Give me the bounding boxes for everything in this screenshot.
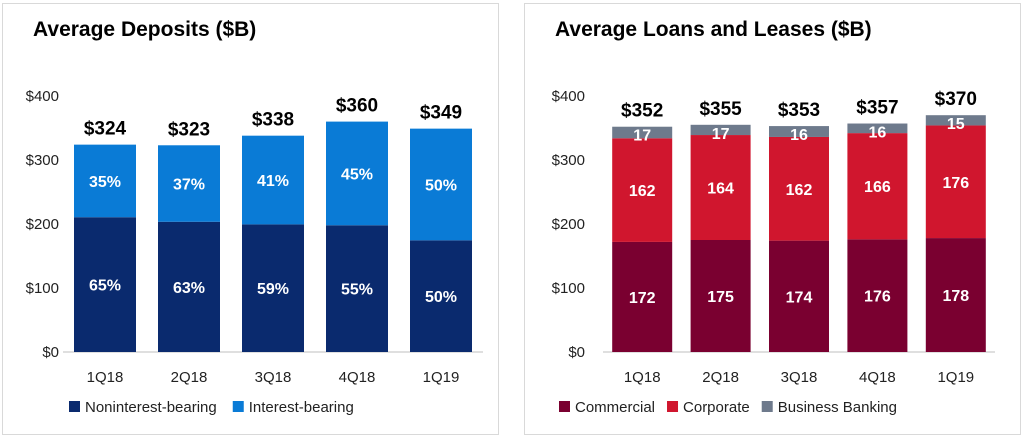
bar-segment: [769, 126, 829, 137]
data-label: 35%: [89, 174, 121, 191]
bar-segment: [410, 240, 472, 352]
y-tick-label: $200: [26, 216, 59, 233]
bar-segment: [612, 138, 673, 242]
y-tick-label: $200: [552, 216, 585, 233]
loans-chart: $0$100$200$300$40017216217$3521Q18175164…: [552, 88, 995, 416]
y-tick-label: $300: [552, 152, 585, 169]
chart-title: Average Deposits ($B): [33, 18, 257, 41]
data-label: 17: [633, 128, 651, 145]
legend-entry: Commercial: [575, 399, 655, 416]
y-tick-label: $100: [552, 280, 585, 297]
data-label: 176: [942, 175, 969, 192]
bar-segment: [769, 136, 829, 241]
data-label: 164: [707, 181, 734, 198]
x-tick-label: 2Q18: [702, 369, 739, 386]
x-tick-label: 4Q18: [339, 369, 376, 386]
data-label: 65%: [89, 278, 121, 295]
total-label: $352: [621, 101, 663, 122]
y-tick-label: $0: [568, 344, 585, 361]
total-label: $370: [935, 89, 977, 110]
total-label: $338: [252, 110, 294, 131]
data-label: 55%: [341, 282, 373, 299]
deposits-chart: $0 $100 $200 $300 $400 65% 35% $324 1Q18 63% 37% $3…: [26, 88, 483, 416]
data-label: 172: [629, 290, 656, 307]
x-tick-label: 1Q19: [937, 369, 974, 386]
total-label: $324: [84, 119, 127, 140]
legend-swatch: [232, 401, 244, 412]
legend-entry: Noninterest-bearing: [85, 399, 217, 416]
y-tick-label: $400: [552, 88, 585, 105]
data-label: 15: [947, 116, 965, 133]
x-tick-label: 1Q18: [87, 369, 124, 386]
data-label: 16: [790, 127, 808, 144]
bar-segment: [612, 126, 673, 139]
y-tick-label: $0: [42, 344, 59, 361]
data-label: 176: [864, 289, 891, 306]
bar-segment: [158, 145, 220, 222]
legend-swatch: [667, 401, 679, 412]
legend-entry: Corporate: [683, 399, 750, 416]
data-label: 162: [629, 183, 656, 200]
data-label: 59%: [257, 281, 289, 298]
total-label: $353: [778, 100, 820, 121]
data-label: 63%: [173, 280, 205, 297]
loans-chart-panel: Average Loans and Leases ($B) $0 $100 $200…: [524, 3, 1021, 435]
y-tick-label: $300: [26, 152, 59, 169]
chart-title: Average Loans and Leases ($B): [555, 18, 872, 41]
bar-segment: [612, 241, 673, 352]
y-tick-label: $100: [26, 280, 59, 297]
x-tick-label: 1Q18: [624, 369, 661, 386]
x-tick-label: 4Q18: [859, 369, 896, 386]
data-label: 175: [707, 289, 734, 306]
data-label: 16: [869, 125, 887, 142]
bar-segment: [769, 240, 829, 352]
data-label: 178: [942, 288, 969, 305]
data-label: 37%: [173, 177, 205, 194]
data-label: 50%: [425, 289, 457, 306]
bar-segment: [326, 225, 388, 352]
total-label: $357: [856, 98, 898, 119]
bar-segment: [925, 125, 986, 239]
total-label: $355: [699, 99, 742, 120]
bar-segment: [74, 217, 136, 352]
data-label: 41%: [257, 173, 289, 190]
bar-segment: [925, 238, 986, 352]
x-tick-label: 1Q19: [423, 369, 460, 386]
legend-entry: Business Banking: [778, 399, 897, 416]
total-label: $360: [336, 96, 378, 117]
deposits-chart-panel: Average Deposits ($B) $0 $100 $200 $300 $400…: [2, 3, 499, 435]
legend-entry: Interest-bearing: [249, 399, 354, 416]
data-label: 17: [712, 126, 730, 143]
data-label: 166: [864, 179, 891, 196]
bar-segment: [242, 135, 304, 225]
y-tick-label: $400: [26, 88, 59, 105]
x-tick-label: 3Q18: [255, 369, 292, 386]
data-label: 162: [786, 182, 813, 199]
bar-segment: [847, 133, 908, 240]
bar-segment: [410, 128, 472, 241]
data-label: 50%: [425, 177, 457, 194]
data-label: 174: [786, 289, 813, 306]
legend-swatch: [69, 401, 80, 412]
legend-swatch: [761, 401, 773, 412]
legend-swatch: [559, 401, 570, 412]
bar-segment: [690, 135, 751, 240]
data-label: 45%: [341, 166, 373, 183]
bar-segment: [690, 124, 751, 136]
bar-segment: [242, 224, 304, 352]
bar-segment: [74, 144, 136, 218]
bar-segment: [925, 115, 986, 126]
bar-segment: [847, 239, 908, 352]
bar-segment: [690, 240, 751, 352]
bar-segment: [847, 123, 908, 134]
bar-segment: [326, 121, 388, 226]
total-label: $323: [168, 119, 210, 140]
total-label: $349: [420, 103, 462, 124]
x-tick-label: 2Q18: [171, 369, 208, 386]
x-tick-label: 3Q18: [781, 369, 818, 386]
bar-segment: [158, 221, 220, 352]
